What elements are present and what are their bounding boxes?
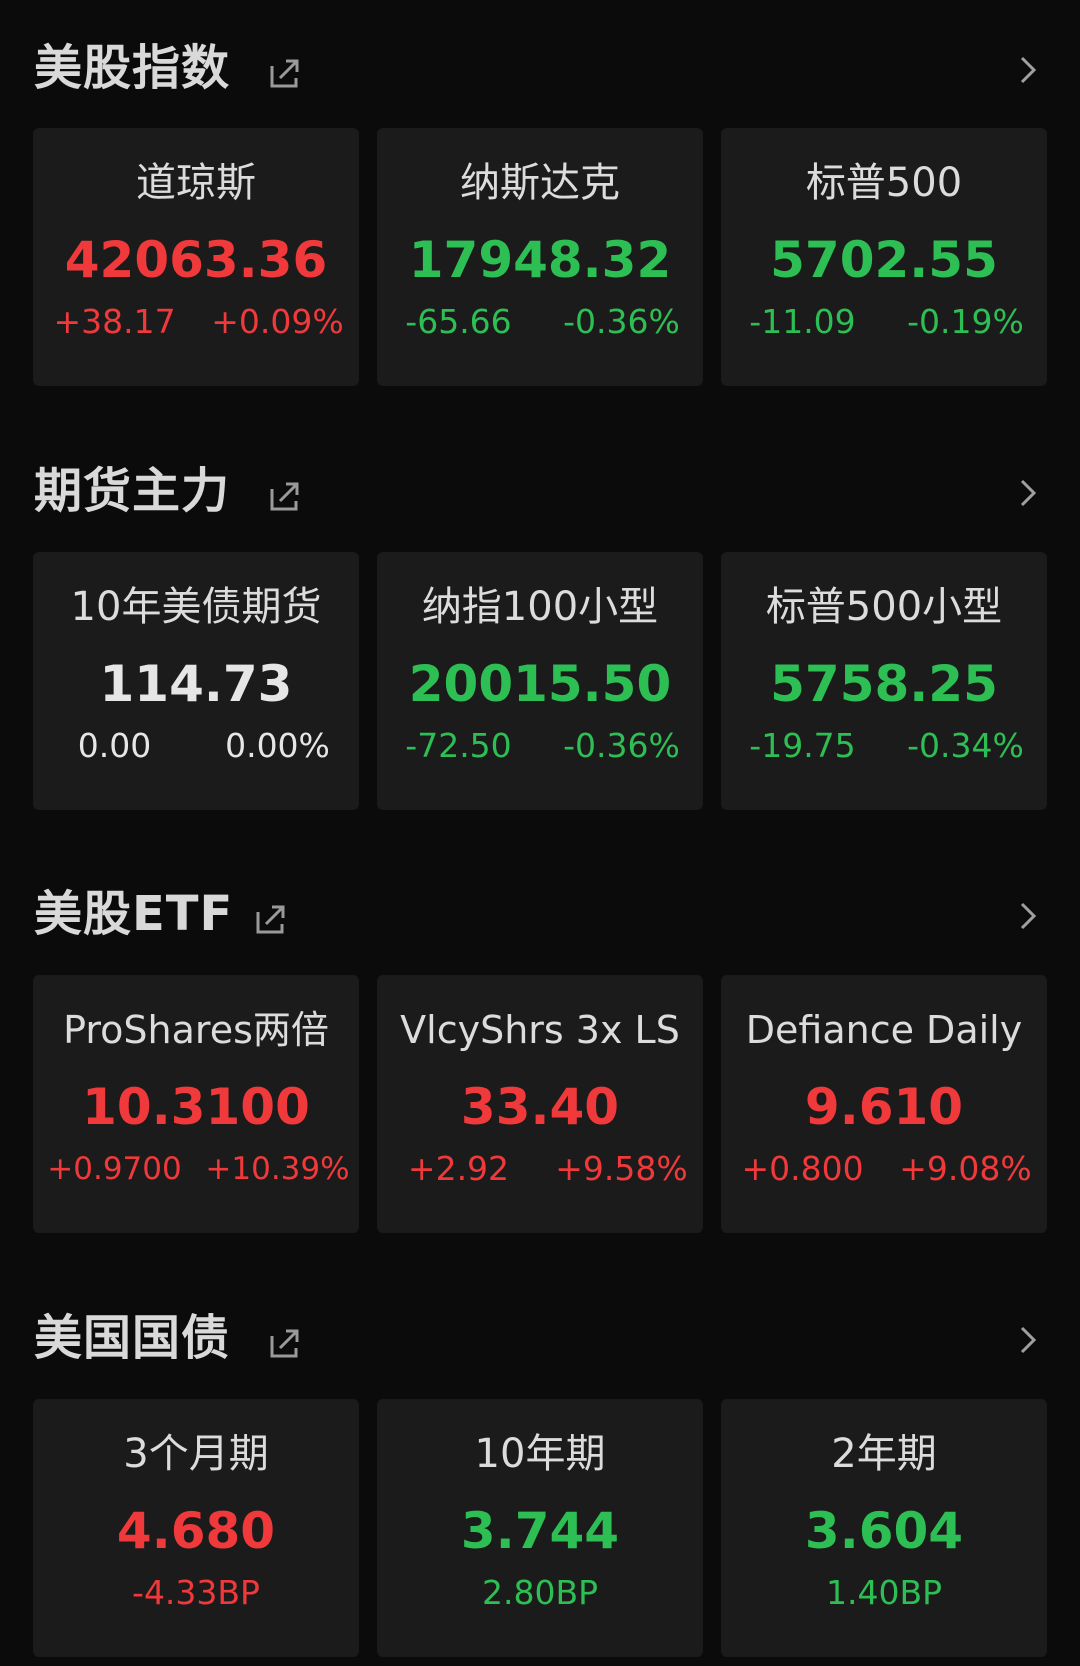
card-pct: +10.39% xyxy=(205,1151,350,1187)
card-price: 4.680 xyxy=(116,1502,276,1560)
treasury-card-10y[interactable]: 10年期 3.744 2.80BP xyxy=(377,1399,703,1657)
card-price: 3.744 xyxy=(460,1502,620,1560)
chevron-right-icon[interactable] xyxy=(1014,473,1042,513)
card-name: 纳斯达克 xyxy=(460,160,620,206)
section-title: 美股ETF xyxy=(34,886,234,942)
section-title: 期货主力 xyxy=(34,463,231,519)
cards-us-etf: ProShares两倍 10.3100 +0.9700 +10.39% Vlcy… xyxy=(33,975,1047,1233)
futures-card-10y-treasury[interactable]: 10年美债期货 114.73 0.00 0.00% xyxy=(33,552,359,810)
card-change: +38.17 xyxy=(53,302,176,341)
card-price: 5702.55 xyxy=(770,231,998,289)
section-title: 美国国债 xyxy=(34,1310,231,1366)
cards-futures: 10年美债期货 114.73 0.00 0.00% 纳指100小型 20015.… xyxy=(33,552,1047,810)
card-change: -65.66 xyxy=(405,302,512,341)
card-price: 33.40 xyxy=(460,1078,620,1136)
card-change: 0.00 xyxy=(77,726,152,765)
section-us-etf: 美股ETF xyxy=(0,866,1080,946)
chevron-right-icon[interactable] xyxy=(1014,50,1042,90)
section-title: 美股指数 xyxy=(34,40,231,96)
card-pct: -0.19% xyxy=(907,302,1024,341)
card-pct: +9.08% xyxy=(899,1149,1032,1188)
card-name: VlcyShrs 3x LS xyxy=(400,1008,680,1052)
share-icon[interactable] xyxy=(254,902,288,936)
card-price: 3.604 xyxy=(804,1502,964,1560)
futures-card-nasdaq100-mini[interactable]: 纳指100小型 20015.50 -72.50 -0.36% xyxy=(377,552,703,810)
etf-card-vlcyshrs[interactable]: VlcyShrs 3x LS 33.40 +2.92 +9.58% xyxy=(377,975,703,1233)
treasury-card-3m[interactable]: 3个月期 4.680 -4.33BP xyxy=(33,1399,359,1657)
card-pct: -0.36% xyxy=(563,726,680,765)
card-price: 10.3100 xyxy=(82,1078,310,1136)
card-name: 标普500小型 xyxy=(765,584,1003,630)
futures-card-sp500-mini[interactable]: 标普500小型 5758.25 -19.75 -0.34% xyxy=(721,552,1047,810)
card-bp: -4.33BP xyxy=(132,1573,260,1612)
card-pct: 0.00% xyxy=(225,726,330,765)
section-us-treasuries: 美国国债 xyxy=(0,1290,1080,1370)
card-pct: +0.09% xyxy=(211,302,344,341)
card-change: +0.9700 xyxy=(47,1151,182,1187)
section-header-us-etf[interactable]: 美股ETF xyxy=(0,866,1080,946)
index-card-dow[interactable]: 道琼斯 42063.36 +38.17 +0.09% xyxy=(33,128,359,386)
card-change: +0.800 xyxy=(741,1149,864,1188)
section-header-futures[interactable]: 期货主力 xyxy=(0,443,1080,523)
chevron-right-icon[interactable] xyxy=(1014,1320,1042,1360)
cards-us-treasuries: 3个月期 4.680 -4.33BP 10年期 3.744 2.80BP 2年期… xyxy=(33,1399,1047,1657)
card-pct: -0.34% xyxy=(907,726,1024,765)
card-price: 20015.50 xyxy=(408,655,672,713)
card-price: 17948.32 xyxy=(408,231,672,289)
share-icon[interactable] xyxy=(268,479,302,513)
cards-us-indices: 道琼斯 42063.36 +38.17 +0.09% 纳斯达克 17948.32… xyxy=(33,128,1047,386)
card-price: 114.73 xyxy=(99,655,293,713)
share-icon[interactable] xyxy=(268,56,302,90)
card-name: ProShares两倍 xyxy=(63,1008,329,1052)
card-bp: 1.40BP xyxy=(825,1573,942,1612)
card-name: 3个月期 xyxy=(123,1431,269,1477)
share-icon[interactable] xyxy=(268,1326,302,1360)
index-card-nasdaq[interactable]: 纳斯达克 17948.32 -65.66 -0.36% xyxy=(377,128,703,386)
chevron-right-icon[interactable] xyxy=(1014,896,1042,936)
card-price: 9.610 xyxy=(804,1078,964,1136)
etf-card-proshares[interactable]: ProShares两倍 10.3100 +0.9700 +10.39% xyxy=(33,975,359,1233)
card-change: +2.92 xyxy=(407,1149,510,1188)
card-change: -72.50 xyxy=(405,726,512,765)
section-us-indices: 美股指数 xyxy=(0,20,1080,100)
card-name: 纳指100小型 xyxy=(421,584,659,630)
card-price: 42063.36 xyxy=(64,231,328,289)
treasury-card-2y[interactable]: 2年期 3.604 1.40BP xyxy=(721,1399,1047,1657)
section-futures: 期货主力 xyxy=(0,443,1080,523)
card-name: 道琼斯 xyxy=(136,160,256,206)
card-pct: +9.58% xyxy=(555,1149,688,1188)
card-name: 10年美债期货 xyxy=(70,584,322,630)
section-header-us-treasuries[interactable]: 美国国债 xyxy=(0,1290,1080,1370)
card-name: 标普500 xyxy=(805,160,963,206)
section-header-us-indices[interactable]: 美股指数 xyxy=(0,20,1080,100)
card-name: 2年期 xyxy=(831,1431,937,1477)
index-card-sp500[interactable]: 标普500 5702.55 -11.09 -0.19% xyxy=(721,128,1047,386)
card-change: -19.75 xyxy=(749,726,856,765)
card-pct: -0.36% xyxy=(563,302,680,341)
card-change: -11.09 xyxy=(749,302,856,341)
card-bp: 2.80BP xyxy=(481,1573,598,1612)
card-price: 5758.25 xyxy=(770,655,998,713)
etf-card-defiance[interactable]: Defiance Daily 9.610 +0.800 +9.08% xyxy=(721,975,1047,1233)
card-name: Defiance Daily xyxy=(745,1008,1023,1052)
card-name: 10年期 xyxy=(474,1431,606,1477)
